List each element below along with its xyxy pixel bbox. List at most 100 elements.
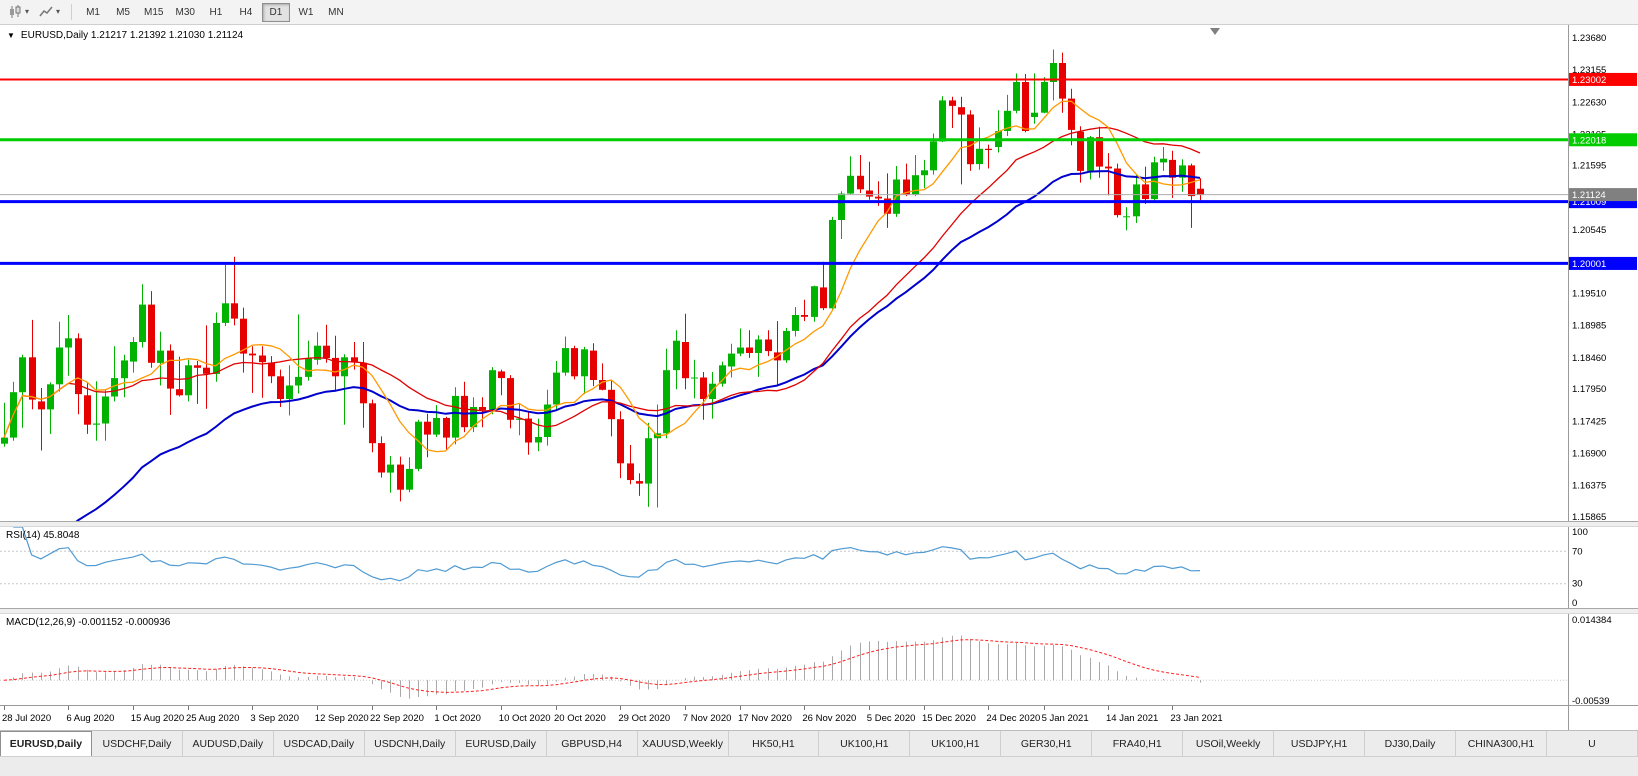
- horizontal-line[interactable]: 1.20001: [0, 256, 1637, 270]
- pane-splitter-rsi[interactable]: [0, 521, 1638, 527]
- tab-gbpusd-h4[interactable]: GBPUSD,H4: [546, 731, 638, 756]
- tab-clipped[interactable]: U: [1546, 731, 1638, 756]
- time-tick: [924, 706, 925, 710]
- time-axis-label: 25 Aug 2020: [186, 713, 240, 724]
- time-tick: [68, 706, 69, 710]
- rsi-label: RSI(14) 45.8048: [6, 530, 80, 541]
- indicators-button[interactable]: ▾: [35, 3, 64, 21]
- candlestick-series: [1, 49, 1204, 508]
- symbol-dropdown-icon[interactable]: ▼: [7, 31, 15, 40]
- timeframe-h1-button[interactable]: H1: [202, 3, 230, 22]
- ma-fast-orange: [3, 100, 1201, 453]
- price-tag: [1569, 133, 1637, 147]
- tab-dj30-daily[interactable]: DJ30,Daily: [1365, 731, 1456, 756]
- tab-usdcad-daily[interactable]: USDCAD,Daily: [273, 731, 365, 756]
- time-tick: [436, 706, 437, 710]
- tab-hk50-h1[interactable]: HK50,H1: [728, 731, 820, 756]
- line-chart-icon: [39, 6, 53, 17]
- time-axis-label: 12 Sep 2020: [314, 713, 369, 724]
- svg-text:1.23155: 1.23155: [1572, 65, 1606, 76]
- svg-text:30: 30: [1572, 579, 1583, 590]
- macd-chart[interactable]: 0.014384 -0.00539: [0, 614, 1638, 705]
- horizontal-line[interactable]: 1.23002: [0, 72, 1637, 86]
- time-axis[interactable]: 28 Jul 2020 6 Aug 2020 15 Aug 2020 25 Aug 2…: [0, 705, 1638, 730]
- time-axis-label: 24 Dec 2020: [986, 713, 1041, 724]
- horizontal-line[interactable]: 1.21009: [0, 195, 1637, 209]
- time-axis-label: 5 Jan 2021: [1041, 713, 1089, 724]
- tab-ger30-h1[interactable]: GER30,H1: [1001, 731, 1093, 756]
- tab-usdjpy-h1[interactable]: USDJPY,H1: [1274, 731, 1366, 756]
- time-axis-label: 14 Jan 2021: [1106, 713, 1159, 724]
- chart-tabs-bar: EURUSD,Daily USDCHF,Daily AUDUSD,Daily U…: [0, 730, 1638, 756]
- timeframe-mn-button[interactable]: MN: [322, 3, 350, 22]
- timeframe-m30-button[interactable]: M30: [170, 3, 199, 22]
- ma-slow-blue: [75, 170, 1201, 521]
- macd-signal-line: [3, 639, 1201, 693]
- time-tick: [1172, 706, 1173, 710]
- tab-usoil-weekly[interactable]: USOil,Weekly: [1183, 731, 1275, 756]
- time-tick: [804, 706, 805, 710]
- svg-text:1.18985: 1.18985: [1572, 321, 1606, 332]
- time-tick: [317, 706, 318, 710]
- timeframe-m15-button[interactable]: M15: [139, 3, 168, 22]
- svg-text:1.23680: 1.23680: [1572, 33, 1606, 44]
- toolbar-separator: [71, 4, 73, 20]
- time-axis-label: 3 Sep 2020: [250, 713, 299, 724]
- time-tick: [252, 706, 253, 710]
- price-tag: [1569, 256, 1637, 270]
- time-axis-label: 15 Aug 2020: [130, 713, 185, 724]
- tab-uk100-h1-2[interactable]: UK100,H1: [910, 731, 1002, 756]
- tab-eurusd-daily-2[interactable]: EURUSD,Daily: [455, 731, 547, 756]
- time-tick: [1108, 706, 1109, 710]
- macd-pane[interactable]: 0.014384 -0.00539 MACD(12,26,9) -0.001152…: [0, 614, 1638, 705]
- chevron-down-icon: ▾: [56, 7, 61, 16]
- candlestick-chart-icon: [10, 5, 21, 18]
- horizontal-line[interactable]: 1.22018: [0, 133, 1637, 147]
- main-chart-pane[interactable]: 1.236801.231551.226301.221051.215951.210…: [0, 25, 1638, 521]
- time-axis-label: 28 Jul 2020: [2, 713, 52, 724]
- tab-china300-h1[interactable]: CHINA300,H1: [1456, 731, 1547, 756]
- chevron-down-icon: ▾: [25, 7, 30, 16]
- svg-text:0.014384: 0.014384: [1572, 615, 1612, 626]
- time-axis-label: 1 Oct 2020: [434, 713, 481, 724]
- tab-fra40-h1[interactable]: FRA40,H1: [1092, 731, 1184, 756]
- chart-type-button[interactable]: ▾: [4, 3, 33, 21]
- current-price-line: 1.21124: [0, 188, 1637, 202]
- timeframe-m5-button[interactable]: M5: [109, 3, 137, 22]
- svg-text:1.15865: 1.15865: [1572, 512, 1606, 521]
- svg-text:1.19510: 1.19510: [1572, 289, 1606, 300]
- tab-usdchf-daily[interactable]: USDCHF,Daily: [91, 731, 183, 756]
- candlestick-chart[interactable]: 1.236801.231551.226301.221051.215951.210…: [0, 25, 1638, 521]
- svg-text:1.21124: 1.21124: [1572, 190, 1606, 201]
- timeframe-w1-button[interactable]: W1: [292, 3, 320, 22]
- svg-text:1.16375: 1.16375: [1572, 481, 1606, 492]
- timeframe-h4-button[interactable]: H4: [232, 3, 260, 22]
- time-tick: [740, 706, 741, 710]
- svg-text:1.20001: 1.20001: [1572, 259, 1606, 270]
- time-tick: [372, 706, 373, 710]
- time-axis-label: 10 Oct 2020: [498, 713, 551, 724]
- tab-audusd-daily[interactable]: AUDUSD,Daily: [182, 731, 274, 756]
- time-axis-label: 17 Nov 2020: [738, 713, 792, 724]
- svg-text:1.20545: 1.20545: [1572, 225, 1606, 236]
- tab-uk100-h1[interactable]: UK100,H1: [819, 731, 911, 756]
- time-tick: [133, 706, 134, 710]
- tab-xauusd-weekly[interactable]: XAUUSD,Weekly: [637, 731, 729, 756]
- svg-text:100: 100: [1572, 527, 1588, 538]
- price-tag: [1569, 72, 1637, 86]
- current-price-tag: [1569, 188, 1637, 202]
- rsi-pane[interactable]: 100 70 30 0 RSI(14) 45.8048: [0, 527, 1638, 608]
- tab-usdcnh-daily[interactable]: USDCNH,Daily: [364, 731, 456, 756]
- svg-text:70: 70: [1572, 546, 1583, 557]
- timeframe-m1-button[interactable]: M1: [79, 3, 107, 22]
- price-axis-labels: 1.236801.231551.226301.221051.215951.210…: [1572, 33, 1606, 521]
- macd-histogram: [13, 635, 1201, 699]
- tab-eurusd-daily[interactable]: EURUSD,Daily: [0, 731, 92, 756]
- pane-splitter-macd[interactable]: [0, 608, 1638, 614]
- rsi-chart[interactable]: 100 70 30 0: [0, 527, 1638, 608]
- time-axis-label: 20 Oct 2020: [554, 713, 606, 724]
- time-axis-label: 26 Nov 2020: [802, 713, 857, 724]
- chart-shift-marker-icon[interactable]: [1210, 28, 1220, 35]
- timeframe-d1-button[interactable]: D1: [261, 2, 290, 22]
- macd-label: MACD(12,26,9) -0.001152 -0.000936: [6, 617, 171, 628]
